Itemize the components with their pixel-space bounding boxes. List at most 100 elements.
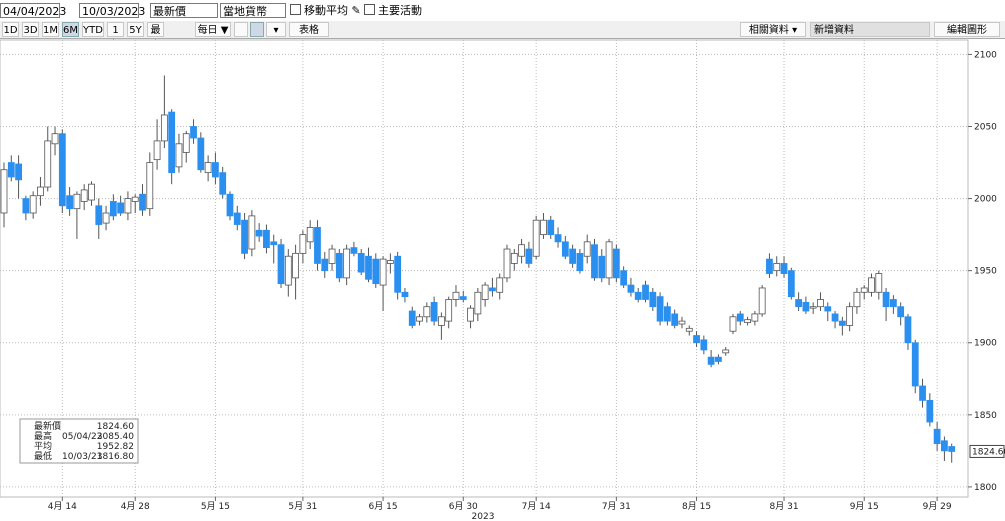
candle-body xyxy=(255,229,263,237)
period-button[interactable]: 1年 xyxy=(107,22,124,51)
year-label: 2023 xyxy=(472,512,495,521)
candle-body xyxy=(394,255,402,293)
candle-body xyxy=(226,193,234,217)
table-button[interactable]: 表格 xyxy=(289,22,329,37)
y-tick-label: 2000 xyxy=(974,195,997,205)
candle-body xyxy=(933,428,941,445)
candle-body xyxy=(649,291,657,308)
x-tick-label: 9月 29 xyxy=(923,501,952,512)
candle-body xyxy=(540,219,547,236)
stat-name: 最高 xyxy=(34,430,52,442)
events-label: 主要活動 xyxy=(378,4,422,17)
candle-body xyxy=(591,244,598,279)
candle-body xyxy=(328,248,336,264)
price-field[interactable]: 最新價 xyxy=(150,3,218,18)
candle-body xyxy=(926,400,934,423)
stat-date: 10/03/23 xyxy=(62,452,102,462)
edit-chart[interactable]: 編輯圖形 xyxy=(934,22,1000,37)
candle-body xyxy=(889,299,897,308)
frequency[interactable]: 每日 ▼ xyxy=(195,22,231,37)
candle-body xyxy=(29,195,37,214)
line-style[interactable] xyxy=(234,22,248,37)
candle-body xyxy=(445,299,453,322)
candle-body xyxy=(263,229,270,248)
stat-name: 最低 xyxy=(34,450,52,462)
candle-body xyxy=(481,284,489,300)
candle-body xyxy=(197,137,205,171)
period-button[interactable]: 3D xyxy=(22,22,39,37)
candle-body xyxy=(700,339,708,351)
stat-value: 1952.82 xyxy=(97,442,134,452)
candle-body xyxy=(612,248,620,279)
candle-body xyxy=(102,212,110,224)
candle-body xyxy=(437,316,445,326)
period-button[interactable]: 1D xyxy=(2,22,19,37)
toolbar-top: 04/04/2023 10/03/2023 最新價 當地貨幣 移動平均 ✎ 主要… xyxy=(0,0,1005,22)
related-button[interactable]: 相關資料 ▾ xyxy=(740,22,806,37)
candle-body xyxy=(372,258,380,285)
candle-body xyxy=(627,284,635,293)
moving-average[interactable]: 移動平均 ✎ xyxy=(290,4,361,18)
candle-body xyxy=(736,313,744,322)
candle-body xyxy=(204,162,212,174)
x-tick-label: 8月 15 xyxy=(682,501,711,512)
x-tick-label: 4月 14 xyxy=(48,501,77,512)
candle-body xyxy=(831,313,839,322)
candle-body xyxy=(919,385,926,401)
candle-body xyxy=(663,306,671,322)
candle-body xyxy=(160,114,168,142)
candle-body xyxy=(554,234,562,243)
candle-body xyxy=(576,252,584,272)
candle-body xyxy=(868,277,875,293)
y-tick-label: 1900 xyxy=(974,339,997,349)
candle-body xyxy=(365,255,372,280)
period-button[interactable]: 最大 xyxy=(147,22,164,51)
x-tick-label: 4月 28 xyxy=(121,501,150,512)
candle-body xyxy=(780,263,788,274)
last-price: 1824.60 xyxy=(972,447,1005,457)
candle-body xyxy=(386,260,394,264)
events[interactable]: 主要活動 xyxy=(364,4,422,18)
candle-body xyxy=(678,320,686,325)
candle-body xyxy=(109,201,117,217)
candle-body xyxy=(408,310,416,326)
candle-body xyxy=(124,198,132,214)
currency[interactable]: 當地貨幣 xyxy=(220,3,286,18)
candle-body xyxy=(722,349,730,354)
candle-body xyxy=(751,313,759,322)
end-date[interactable]: 10/03/2023 xyxy=(79,3,145,18)
style-menu[interactable]: ▾ xyxy=(266,22,286,37)
period-button[interactable]: 1M xyxy=(42,22,59,37)
candle-body xyxy=(335,252,343,279)
candle-body xyxy=(860,287,868,293)
candle-body xyxy=(474,291,482,315)
candle-body xyxy=(620,270,628,286)
candle-body xyxy=(693,335,700,344)
start-date[interactable]: 04/04/2023 xyxy=(0,3,66,18)
candle-body xyxy=(241,219,248,254)
candle-body xyxy=(525,248,533,264)
candle-body xyxy=(882,291,890,308)
x-tick-label: 5月 15 xyxy=(201,501,230,512)
y-tick-label: 1850 xyxy=(974,411,997,421)
moving-average-label: 移動平均 xyxy=(304,4,348,17)
candle-body xyxy=(496,277,504,293)
candle-body xyxy=(51,133,59,145)
candle-body xyxy=(430,301,438,322)
candle-body xyxy=(795,299,803,308)
x-tick-label: 6月 30 xyxy=(449,501,478,512)
candle-body xyxy=(853,291,861,308)
candle-body xyxy=(634,291,642,300)
candle-body xyxy=(802,301,810,312)
period-button[interactable]: 5Y xyxy=(127,22,144,37)
bar-style[interactable] xyxy=(250,22,264,37)
period-button[interactable]: 6M xyxy=(62,22,79,37)
add-data[interactable]: 新增資料 xyxy=(810,22,930,37)
stats-box xyxy=(19,418,139,464)
candle-body xyxy=(729,316,737,332)
candle-body xyxy=(299,234,307,254)
period-button[interactable]: YTD xyxy=(82,22,104,37)
candle-body xyxy=(379,258,387,286)
candle-body xyxy=(532,219,540,257)
